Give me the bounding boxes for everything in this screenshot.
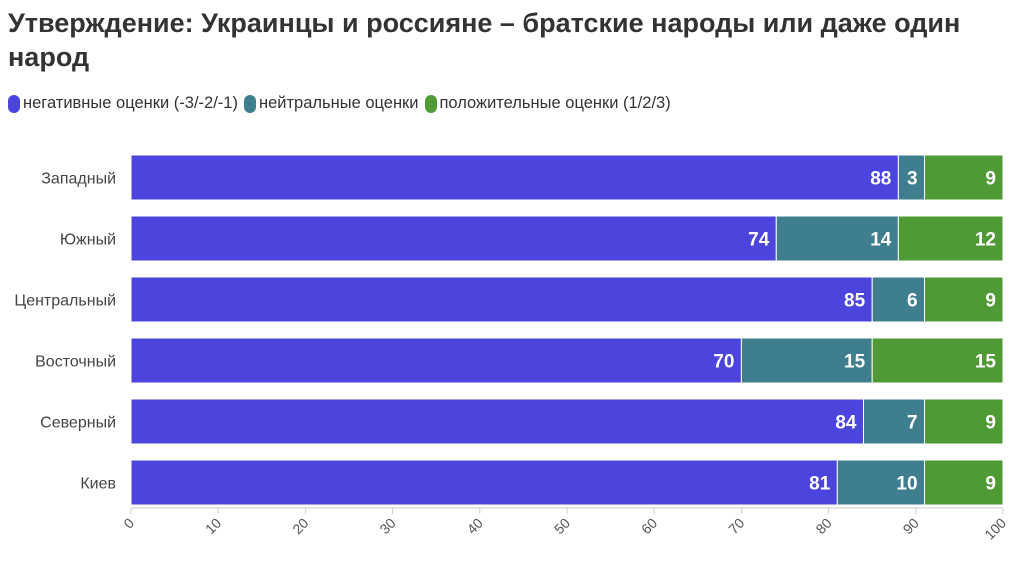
legend-item-neutral[interactable]: нейтральные оценки [243, 94, 419, 113]
bar-positive[interactable] [871, 337, 1004, 384]
bar-negative[interactable] [130, 215, 777, 262]
category-label: Восточный [35, 354, 116, 371]
category-label: Центральный [14, 293, 116, 310]
category-label: Южный [60, 232, 116, 249]
legend-swatch-neutral [243, 94, 256, 113]
x-tick-label: 40 [464, 515, 486, 537]
bar-positive[interactable] [924, 398, 1004, 445]
data-label-neutral: 3 [907, 169, 918, 190]
bar-neutral[interactable] [775, 215, 899, 262]
legend-label-positive: положительные оценки (1/2/3) [439, 94, 671, 112]
data-label-positive: 9 [985, 291, 996, 312]
x-tick-label: 90 [900, 515, 922, 537]
category-label: Западный [41, 171, 116, 188]
x-tick-label: 80 [812, 515, 834, 537]
bar-neutral[interactable] [740, 337, 873, 384]
x-tick-label: 60 [638, 515, 660, 537]
legend-item-positive[interactable]: положительные оценки (1/2/3) [424, 94, 671, 113]
x-tick-label: 20 [289, 515, 311, 537]
data-label-negative: 70 [713, 352, 734, 373]
category-label: Северный [40, 415, 116, 432]
data-label-neutral: 15 [844, 352, 866, 373]
legend-label-negative: негативные оценки (-3/-2/-1) [23, 94, 238, 112]
chart-title: Утверждение: Украинцы и россияне – братс… [8, 8, 961, 72]
legend-label-neutral: нейтральные оценки [258, 94, 419, 112]
bar-negative[interactable] [130, 398, 864, 445]
data-label-positive: 12 [975, 230, 996, 251]
x-tick-label: 70 [725, 515, 747, 537]
bar-neutral[interactable] [871, 276, 926, 323]
bar-neutral[interactable] [836, 459, 926, 506]
data-label-positive: 15 [975, 352, 997, 373]
data-label-positive: 9 [985, 169, 996, 190]
bar-neutral[interactable] [862, 398, 926, 445]
x-tick-label: 100 [981, 515, 1009, 543]
bar-positive[interactable] [897, 215, 1004, 262]
bar-positive[interactable] [924, 459, 1004, 506]
data-label-negative: 84 [835, 413, 857, 434]
data-label-positive: 9 [985, 474, 996, 495]
data-label-positive: 9 [985, 413, 996, 434]
x-tick-label: 0 [120, 515, 137, 532]
x-tick-label: 50 [551, 515, 573, 537]
data-label-negative: 81 [809, 474, 831, 495]
data-label-negative: 88 [870, 169, 891, 190]
category-label: Киев [80, 476, 116, 493]
bar-negative[interactable] [130, 459, 838, 506]
legend-item-negative[interactable]: негативные оценки (-3/-2/-1) [8, 94, 238, 113]
x-tick-label: 10 [202, 515, 224, 537]
data-label-neutral: 10 [896, 474, 917, 495]
legend: негативные оценки (-3/-2/-1) нейтральные… [8, 94, 677, 113]
legend-swatch-negative [8, 94, 20, 113]
bar-positive[interactable] [924, 154, 1004, 201]
bar-positive[interactable] [924, 276, 1004, 323]
x-tick-label: 30 [376, 515, 398, 537]
legend-swatch-positive [424, 94, 437, 113]
data-label-negative: 85 [844, 291, 866, 312]
bar-neutral[interactable] [897, 154, 926, 201]
data-label-negative: 74 [748, 230, 770, 251]
bar-negative[interactable] [130, 154, 899, 201]
data-label-neutral: 7 [907, 413, 918, 434]
bar-negative[interactable] [130, 276, 873, 323]
data-label-neutral: 14 [870, 230, 892, 251]
bar-negative[interactable] [130, 337, 742, 384]
data-label-neutral: 6 [907, 291, 918, 312]
